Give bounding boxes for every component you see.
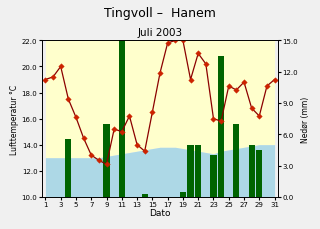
Bar xyxy=(195,145,201,197)
X-axis label: Dato: Dato xyxy=(149,208,171,217)
Bar xyxy=(142,194,148,197)
Y-axis label: Nedør (mm): Nedør (mm) xyxy=(301,96,310,142)
Bar xyxy=(180,192,186,197)
Bar xyxy=(103,124,109,197)
Bar xyxy=(249,145,255,197)
Bar xyxy=(119,41,125,197)
Bar xyxy=(256,150,262,197)
Bar xyxy=(65,140,71,197)
Bar xyxy=(211,155,217,197)
Bar xyxy=(233,124,239,197)
Bar xyxy=(188,145,194,197)
Y-axis label: Lufttemperatur °C: Lufttemperatur °C xyxy=(10,84,19,154)
Text: Tingvoll –  Hanem: Tingvoll – Hanem xyxy=(104,7,216,20)
Text: Juli 2003: Juli 2003 xyxy=(137,27,183,37)
Bar xyxy=(218,57,224,197)
